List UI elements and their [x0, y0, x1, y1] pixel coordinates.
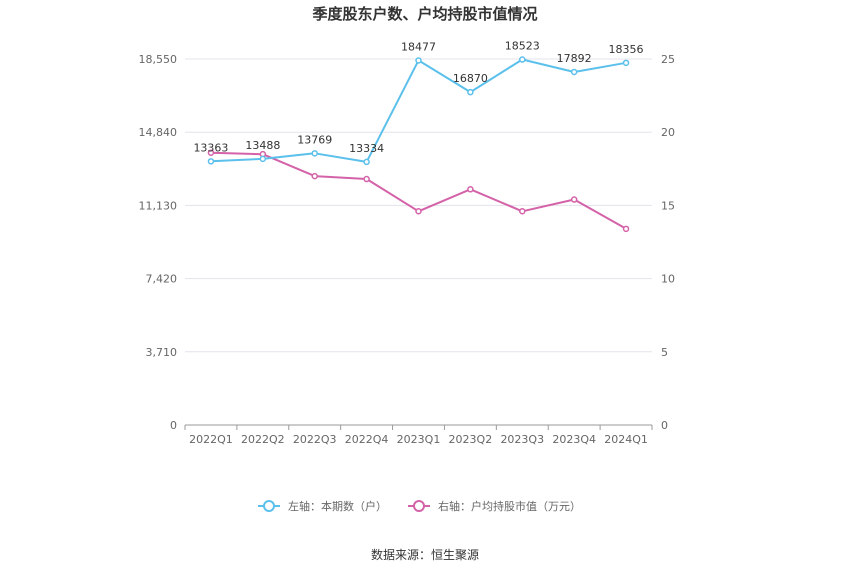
x-axis-tick-label: 2022Q1 — [189, 433, 233, 446]
legend-label: 左轴：本期数（户） — [288, 499, 387, 513]
data-point — [519, 208, 526, 215]
data-label: 17892 — [557, 52, 592, 65]
x-axis-tick-label: 2023Q2 — [449, 433, 493, 446]
legend-marker-icon — [263, 500, 275, 512]
right-axis-tick-label: 10 — [661, 273, 675, 286]
x-axis-tick-label: 2022Q2 — [241, 433, 285, 446]
legend-item[interactable]: 左轴：本期数（户） — [258, 499, 387, 513]
left-axis-tick-label: 18,550 — [139, 53, 178, 66]
data-point — [363, 158, 370, 166]
data-point — [415, 57, 422, 64]
data-point — [519, 56, 526, 63]
series-layer: 13363 13488 13769 13334 18477 16870 18523 17892… — [193, 40, 644, 233]
data-point — [311, 150, 318, 157]
data-label: 13488 — [245, 139, 280, 152]
data-label: 18356 — [609, 43, 644, 56]
series-line — [210, 151, 627, 230]
data-point — [467, 186, 474, 193]
right-axis-tick-label: 5 — [661, 346, 668, 359]
axes: 0 0 3,710 5 7,420 10 11,130 15 14,840 20 18,550 25 2… — [139, 53, 676, 446]
legend-marker-icon — [413, 500, 425, 512]
data-point — [311, 172, 318, 180]
x-axis-tick-label: 2023Q4 — [552, 433, 596, 446]
data-point — [207, 158, 215, 165]
x-axis-tick-label: 2023Q3 — [500, 433, 544, 446]
data-label: 18477 — [401, 40, 436, 53]
right-axis-tick-label: 20 — [661, 126, 675, 139]
data-label: 13769 — [297, 133, 332, 146]
right-axis-tick-label: 0 — [661, 419, 668, 432]
data-point — [622, 225, 630, 233]
legend-item[interactable]: 右轴：户均持股市值（万元） — [408, 499, 581, 513]
right-axis-tick-label: 25 — [661, 53, 675, 66]
left-axis-tick-label: 7,420 — [146, 273, 178, 286]
x-axis-tick-label: 2022Q3 — [293, 433, 337, 446]
x-axis-tick-label: 2022Q4 — [345, 433, 389, 446]
data-point — [259, 155, 267, 163]
data-point — [570, 68, 578, 76]
right-axis-tick-label: 15 — [661, 199, 675, 212]
data-point — [363, 175, 370, 183]
data-point — [415, 208, 422, 215]
data-source-note: 数据来源：恒生聚源 — [371, 547, 479, 562]
data-label: 18523 — [505, 40, 540, 53]
left-axis-tick-label: 11,130 — [139, 199, 178, 212]
chart-title: 季度股东户数、户均持股市值情况 — [312, 5, 537, 23]
x-axis-tick-label: 2024Q1 — [604, 433, 648, 446]
data-label: 13334 — [349, 142, 384, 155]
data-point — [207, 149, 215, 156]
data-point — [570, 196, 578, 203]
data-point — [467, 88, 474, 96]
data-label: 13363 — [193, 141, 228, 154]
left-axis-tick-label: 3,710 — [146, 346, 178, 359]
data-label: 16870 — [453, 72, 488, 85]
legend-label: 右轴：户均持股市值（万元） — [438, 499, 581, 513]
legend[interactable]: 左轴：本期数（户） 右轴：户均持股市值（万元） — [258, 499, 581, 513]
x-axis-tick-label: 2023Q1 — [397, 433, 441, 446]
data-point — [622, 59, 630, 67]
left-axis-tick-label: 14,840 — [139, 126, 178, 139]
grid-lines — [185, 58, 652, 353]
left-axis-tick-label: 0 — [170, 419, 177, 432]
